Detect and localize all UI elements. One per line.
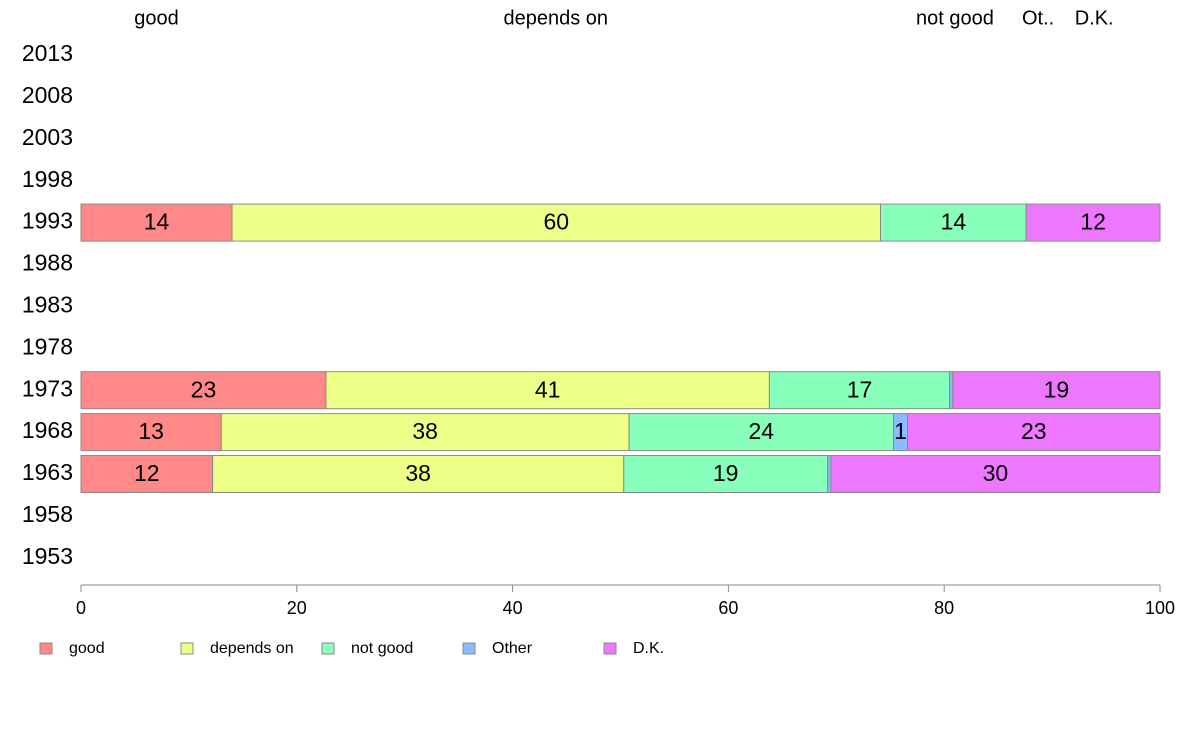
data-label: 17 xyxy=(847,376,873,402)
bar-segment-not-good xyxy=(768,371,951,410)
top-label: not good xyxy=(916,7,994,29)
data-label: 14 xyxy=(941,209,967,235)
data-label: 23 xyxy=(191,376,217,402)
top-label: D.K. xyxy=(1075,7,1114,29)
data-label: 23 xyxy=(1021,418,1047,444)
bar-segment-depends-on xyxy=(325,371,770,410)
bar-segment-d-k- xyxy=(830,455,1161,493)
legend-swatch xyxy=(603,642,617,655)
top-label: good xyxy=(134,7,179,29)
bar-segment-depends-on xyxy=(220,413,630,452)
legend-swatch xyxy=(462,642,476,655)
x-tick-label: 0 xyxy=(76,598,86,618)
legend-label: depends on xyxy=(210,640,294,657)
top-label: Ot.. xyxy=(1022,7,1054,29)
data-label: 19 xyxy=(713,460,739,486)
category-label: 2013 xyxy=(22,40,73,66)
x-tick-label: 80 xyxy=(934,598,954,618)
bar-segment-depends-on xyxy=(231,203,882,242)
data-label: 24 xyxy=(749,418,775,444)
top-label: depends on xyxy=(503,7,608,29)
data-label: 12 xyxy=(1080,209,1106,235)
bar-segment-good xyxy=(80,203,233,242)
data-label: 19 xyxy=(1044,376,1070,402)
data-label: 38 xyxy=(405,460,431,486)
data-label: 14 xyxy=(144,209,170,235)
bar-segment-d-k- xyxy=(952,371,1161,410)
category-label: 1958 xyxy=(22,501,73,527)
data-label: 13 xyxy=(138,418,164,444)
data-label: 1 xyxy=(894,418,907,444)
x-tick-label: 100 xyxy=(1145,598,1175,618)
legend-label: good xyxy=(69,640,105,657)
x-tick-label: 40 xyxy=(503,598,523,618)
legend-swatch xyxy=(321,642,335,655)
data-label: 41 xyxy=(535,376,561,402)
category-label: 1983 xyxy=(22,291,73,317)
bar-segment-d-k- xyxy=(907,413,1161,452)
category-label: 1978 xyxy=(22,333,73,359)
legend-label: Other xyxy=(492,640,533,657)
x-tick-label: 20 xyxy=(287,598,307,618)
bar-segment-depends-on xyxy=(212,455,625,493)
legend-swatch xyxy=(39,642,53,655)
bar-segment-d-k- xyxy=(1025,203,1161,242)
category-label: 1998 xyxy=(22,166,73,192)
category-label: 1968 xyxy=(22,417,73,443)
legend-label: not good xyxy=(351,640,413,657)
legend-label: D.K. xyxy=(633,640,664,657)
category-label: 1988 xyxy=(22,250,73,276)
bar-segment-not-good xyxy=(623,455,829,493)
category-label: 1993 xyxy=(22,208,73,234)
category-label: 1953 xyxy=(22,543,73,569)
data-label: 60 xyxy=(544,209,570,235)
bar-segment-not-good xyxy=(628,413,894,452)
bar-segment-not-good xyxy=(880,203,1027,242)
category-label: 1963 xyxy=(22,459,73,485)
category-label: 2008 xyxy=(22,82,73,108)
data-label: 30 xyxy=(983,460,1009,486)
legend-swatch xyxy=(180,642,194,655)
x-tick-label: 60 xyxy=(718,598,738,618)
category-label: 1973 xyxy=(22,375,73,401)
data-label: 12 xyxy=(134,460,160,486)
data-label: 38 xyxy=(412,418,438,444)
bar-segment-good xyxy=(80,371,327,410)
category-label: 2003 xyxy=(22,124,73,150)
bar-segment-good xyxy=(80,413,222,452)
